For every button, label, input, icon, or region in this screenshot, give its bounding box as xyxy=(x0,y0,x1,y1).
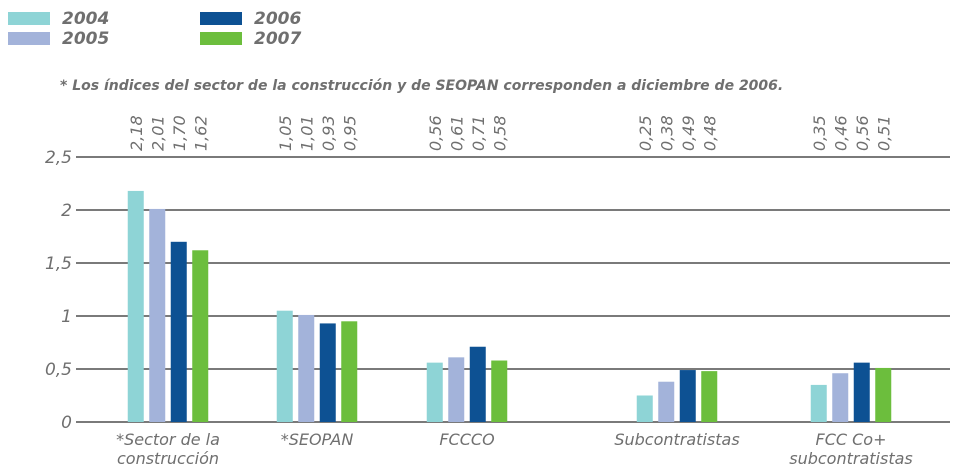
bar xyxy=(149,208,166,422)
x-tick-line: subcontratistas xyxy=(789,449,912,468)
bar xyxy=(658,381,675,422)
value-label: 0,95 xyxy=(340,115,359,151)
x-tick-label: *Sector de la construcción xyxy=(116,430,220,468)
y-tick-label: 0,5 xyxy=(45,360,72,380)
y-tick-label: 0 xyxy=(61,413,72,433)
value-label: 0,46 xyxy=(831,115,850,151)
value-label: 0,93 xyxy=(319,115,338,151)
value-label: 0,25 xyxy=(636,115,655,151)
y-tick-label: 2 xyxy=(61,201,72,221)
bar xyxy=(679,370,696,422)
value-label: 0,58 xyxy=(490,115,509,151)
legend-label: 2005 xyxy=(62,29,109,49)
value-label: 0,38 xyxy=(657,115,676,151)
value-label: 0,56 xyxy=(853,115,872,151)
value-label: 0,61 xyxy=(447,115,466,151)
x-tick-line: Subcontratistas xyxy=(614,430,739,449)
x-tick-line: *Sector de la xyxy=(116,430,220,449)
y-tick-label: 1 xyxy=(61,307,72,327)
legend-label: 2004 xyxy=(62,9,109,29)
value-label: 0,51 xyxy=(874,115,893,151)
bar xyxy=(832,373,849,422)
note: * Los índices del sector de la construcc… xyxy=(60,78,783,94)
legend-label: 2007 xyxy=(254,29,301,49)
x-tick-label: FCCCO xyxy=(439,430,494,449)
bar xyxy=(448,357,465,422)
value-label: 1,05 xyxy=(276,115,295,151)
x-tick-line: FCCCO xyxy=(439,430,494,449)
bar xyxy=(810,384,827,422)
legend-swatch xyxy=(8,12,50,25)
bar xyxy=(491,360,508,422)
value-label: 2,01 xyxy=(148,115,167,151)
value-label: 1,70 xyxy=(170,115,189,151)
value-label: 0,71 xyxy=(469,115,488,151)
y-tick-label: 2,5 xyxy=(45,148,72,168)
bar xyxy=(636,395,653,422)
bar xyxy=(426,362,443,422)
bar xyxy=(701,371,718,422)
bar xyxy=(170,241,187,422)
value-label: 0,56 xyxy=(426,115,445,151)
value-label: 0,35 xyxy=(810,115,829,151)
bar xyxy=(469,346,486,422)
value-label: 0,49 xyxy=(679,115,698,151)
x-tick-line: FCC Co+ xyxy=(816,430,887,449)
x-tick-label: Subcontratistas xyxy=(614,430,739,449)
value-label: 1,62 xyxy=(191,115,210,151)
bar xyxy=(319,323,336,422)
y-tick-label: 1,5 xyxy=(45,254,72,274)
value-label: 2,18 xyxy=(127,115,146,151)
x-tick-line: *SEOPAN xyxy=(281,430,354,449)
bar xyxy=(127,190,144,422)
x-tick-label: *SEOPAN xyxy=(281,430,354,449)
bar xyxy=(298,314,315,422)
legend-swatch xyxy=(8,32,50,45)
x-tick-line: construcción xyxy=(117,449,219,468)
legend-label: 2006 xyxy=(254,9,301,29)
x-tick-label: FCC Co+ subcontratistas xyxy=(789,430,912,468)
legend-swatch xyxy=(200,32,242,45)
bar xyxy=(276,310,293,422)
bar xyxy=(192,250,209,422)
legend-swatch xyxy=(200,12,242,25)
bar xyxy=(875,367,892,422)
value-label: 0,48 xyxy=(700,115,719,151)
bar xyxy=(853,362,870,422)
bar xyxy=(341,321,358,422)
value-label: 1,01 xyxy=(297,115,316,151)
